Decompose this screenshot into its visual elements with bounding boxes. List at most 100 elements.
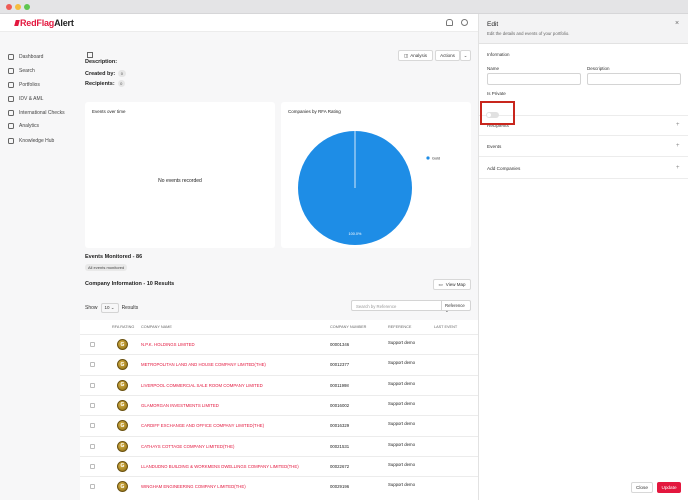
description-field[interactable] bbox=[587, 73, 681, 85]
row-checkbox[interactable] bbox=[90, 484, 95, 490]
bell-icon[interactable] bbox=[446, 19, 453, 26]
id-icon bbox=[8, 96, 14, 102]
company-name-link[interactable]: CARDIFF EXCHANGE AND OFFICE COMPANY LIMI… bbox=[141, 423, 265, 429]
col-last-event[interactable]: LAST EVENT bbox=[434, 325, 458, 329]
rfa-rating-badge: G bbox=[117, 399, 128, 411]
map-icon: ▭ bbox=[438, 281, 443, 287]
rfa-rating-badge: G bbox=[117, 359, 128, 371]
events-over-time-card: Events over time No events recorded bbox=[85, 102, 275, 248]
table-row[interactable]: G CATHAYS COTTAGE COMPANY LIMITED(THE) 000… bbox=[80, 435, 478, 456]
analysis-button[interactable]: ◫ Analysis bbox=[398, 50, 433, 61]
created-by-count: 0 bbox=[118, 70, 126, 77]
table-row[interactable]: G LIVERPOOL COMMERCIAL SALE ROOM COMPANY … bbox=[80, 374, 478, 395]
close-icon[interactable]: × bbox=[675, 20, 680, 27]
company-number: 00021531 bbox=[330, 443, 350, 449]
sidebar-item-international-checks[interactable]: International Checks bbox=[8, 108, 78, 118]
rfa-rating-chart-card: Companies by RFA Rating 100.0% Gold bbox=[281, 102, 471, 248]
brand-logo[interactable]: RedFlagAlert bbox=[14, 18, 74, 28]
reference-value: Support demo bbox=[388, 380, 415, 386]
company-name-link[interactable]: LIVERPOOL COMMERCIAL SALE ROOM COMPANY L… bbox=[141, 382, 263, 388]
window-maximize-dot[interactable] bbox=[24, 4, 30, 10]
main-content: Description: Created by: 0 Recipients: 0 ◫… bbox=[80, 32, 478, 500]
company-number: 00016329 bbox=[330, 423, 350, 429]
rfa-rating-badge: G bbox=[117, 440, 128, 452]
table-row[interactable]: G WINGHAM ENGINEERING COMPANY LIMITED(THE… bbox=[80, 476, 478, 496]
divider bbox=[479, 178, 688, 179]
row-checkbox[interactable] bbox=[90, 463, 95, 469]
row-checkbox[interactable] bbox=[90, 402, 95, 408]
close-button[interactable]: Close bbox=[631, 482, 653, 493]
search-filter-select[interactable]: Reference ⌄ bbox=[441, 301, 471, 313]
update-button[interactable]: Update bbox=[657, 482, 681, 493]
sidebar-item-portfolios[interactable]: Portfolios bbox=[8, 80, 78, 90]
globe-icon bbox=[8, 110, 14, 116]
expand-events-icon[interactable]: + bbox=[676, 143, 680, 149]
edit-title: Edit bbox=[487, 21, 499, 28]
row-checkbox[interactable] bbox=[90, 342, 95, 347]
sidebar-item-knowledge-hub[interactable]: Knowledge Hub bbox=[8, 136, 78, 146]
legend-label[interactable]: Gold bbox=[432, 156, 440, 160]
page-size-select[interactable]: 10 ⌄ bbox=[100, 303, 119, 313]
row-checkbox[interactable] bbox=[90, 362, 95, 368]
accordion-recipients[interactable]: Recipients bbox=[487, 123, 509, 128]
expand-icon[interactable] bbox=[87, 52, 93, 58]
company-number: 00011998 bbox=[330, 382, 349, 388]
expand-add-companies-icon[interactable]: + bbox=[676, 165, 680, 171]
table-row[interactable]: G GLAMORGAN INVESTMENTS LIMITED 00016002 Su… bbox=[80, 394, 478, 415]
company-name-link[interactable]: N.P.K. HOLDINGS LIMITED bbox=[141, 342, 195, 347]
is-private-label: Is Private bbox=[487, 91, 506, 96]
chart-title: Companies by RFA Rating bbox=[288, 109, 341, 114]
rfa-rating-badge: G bbox=[117, 420, 128, 432]
sidebar-item-dashboard[interactable]: Dashboard bbox=[8, 52, 78, 62]
actions-button[interactable]: Actions bbox=[435, 50, 460, 61]
window-close-dot[interactable] bbox=[6, 4, 12, 10]
col-company-name[interactable]: COMPANY NAME bbox=[141, 325, 172, 329]
events-card-title: Events over time bbox=[92, 109, 126, 114]
edit-subtitle: Edit the details and events of your port… bbox=[487, 31, 570, 36]
user-icon[interactable] bbox=[461, 19, 468, 26]
company-number: 00022672 bbox=[330, 463, 350, 469]
company-name-link[interactable]: CATHAYS COTTAGE COMPANY LIMITED(THE) bbox=[141, 443, 235, 449]
table-row[interactable]: G METROPOLITAN LAND AND HOUSE COMPANY LIM… bbox=[80, 354, 478, 374]
table-row[interactable]: G CARDIFF EXCHANGE AND OFFICE COMPANY LIM… bbox=[80, 415, 478, 435]
chevron-down-icon: ⌄ bbox=[463, 52, 468, 58]
toggle-knob bbox=[487, 113, 491, 117]
is-private-toggle[interactable] bbox=[486, 112, 499, 118]
accordion-events[interactable]: Events bbox=[487, 144, 502, 149]
search-input[interactable]: Search by Reference bbox=[356, 303, 397, 309]
name-field[interactable] bbox=[487, 73, 581, 85]
pie-data-label: 100.0% bbox=[349, 232, 363, 236]
events-monitored-tag[interactable]: All events monitored bbox=[85, 264, 128, 271]
sidebar-item-analytics[interactable]: Analytics bbox=[8, 121, 78, 131]
company-number: 00012377 bbox=[330, 362, 350, 368]
company-number: 00016002 bbox=[330, 402, 350, 408]
actions-dropdown-button[interactable]: ⌄ bbox=[460, 50, 471, 61]
col-company-number[interactable]: COMPANY NUMBER bbox=[330, 325, 367, 329]
company-name-link[interactable]: METROPOLITAN LAND AND HOUSE COMPANY LIMI… bbox=[141, 362, 266, 368]
row-checkbox[interactable] bbox=[90, 423, 95, 429]
reference-search: Search by Reference Reference ⌄ bbox=[351, 300, 471, 313]
no-events-text: No events recorded bbox=[158, 178, 202, 184]
table-row[interactable]: G LLANDUDNO BUILDING & WORKMENS DWELLINGS… bbox=[80, 455, 478, 476]
reference-value: Support demo bbox=[388, 400, 415, 406]
sidebar-item-idv-aml[interactable]: IDV & AML bbox=[8, 94, 78, 104]
company-name-link[interactable]: WINGHAM ENGINEERING COMPANY LIMITED(THE) bbox=[141, 484, 246, 490]
reference-value: Support demo bbox=[388, 340, 415, 345]
row-checkbox[interactable] bbox=[90, 443, 95, 449]
expand-recipients-icon[interactable]: + bbox=[676, 122, 680, 128]
information-label: Information bbox=[487, 52, 510, 57]
col-rfa-rating[interactable]: RFA RATING bbox=[112, 325, 135, 329]
accordion-add-companies[interactable]: Add Companies bbox=[487, 166, 521, 171]
table-row[interactable]: G N.P.K. HOLDINGS LIMITED 00001346 Support … bbox=[80, 334, 478, 354]
sidebar-item-search[interactable]: Search bbox=[8, 66, 78, 76]
sidebar: Dashboard Search Portfolios IDV & AML In… bbox=[0, 32, 80, 500]
reference-value: Support demo bbox=[388, 421, 415, 427]
pie-chart: 100.0% Gold bbox=[298, 131, 440, 245]
highlight-box bbox=[480, 101, 515, 125]
company-name-link[interactable]: LLANDUDNO BUILDING & WORKMENS DWELLINGS … bbox=[141, 463, 299, 469]
view-map-button[interactable]: ▭ View Map bbox=[433, 279, 471, 290]
row-checkbox[interactable] bbox=[90, 382, 95, 388]
window-minimize-dot[interactable] bbox=[15, 4, 21, 10]
col-reference[interactable]: REFERENCE bbox=[388, 325, 412, 329]
company-name-link[interactable]: GLAMORGAN INVESTMENTS LIMITED bbox=[141, 402, 219, 408]
